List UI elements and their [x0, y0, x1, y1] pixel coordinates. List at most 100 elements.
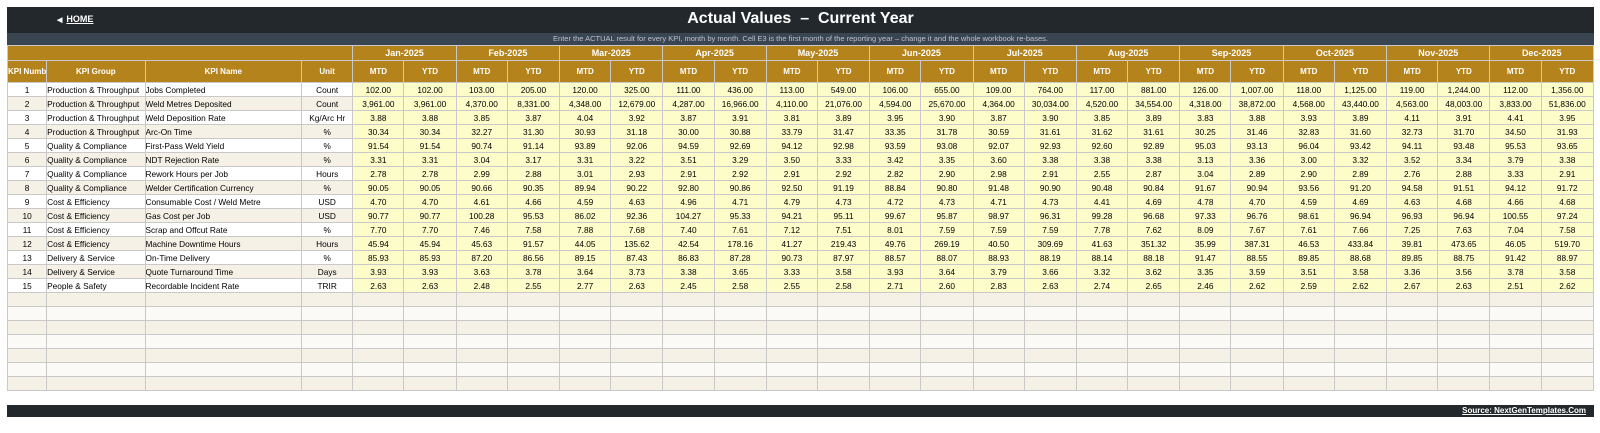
- empty-cell[interactable]: [1179, 362, 1232, 377]
- empty-cell[interactable]: [559, 334, 612, 349]
- empty-cell[interactable]: [1282, 292, 1335, 307]
- empty-cell[interactable]: [1179, 292, 1232, 307]
- mtd-input-cell[interactable]: 96.04: [1282, 138, 1335, 153]
- ytd-value-cell[interactable]: 7.59: [1023, 222, 1077, 237]
- empty-cell[interactable]: [1437, 306, 1491, 321]
- ytd-value-cell[interactable]: 7.70: [403, 222, 457, 237]
- mtd-input-cell[interactable]: 4,287.00: [662, 96, 715, 111]
- mtd-input-cell[interactable]: 32.83: [1282, 124, 1335, 139]
- mtd-input-cell[interactable]: 7.25: [1386, 222, 1439, 237]
- empty-cell[interactable]: [1540, 320, 1595, 335]
- ytd-value-cell[interactable]: 3.58: [1333, 264, 1388, 279]
- empty-cell[interactable]: [1437, 334, 1491, 349]
- mtd-input-cell[interactable]: 3.87: [972, 110, 1025, 125]
- ytd-value-cell[interactable]: 3.31: [403, 152, 457, 167]
- empty-cell[interactable]: [1023, 348, 1077, 363]
- empty-cell[interactable]: [920, 334, 974, 349]
- ytd-value-cell[interactable]: 87.97: [816, 250, 871, 265]
- mtd-input-cell[interactable]: 98.61: [1282, 208, 1335, 223]
- ytd-value-cell[interactable]: 88.19: [1023, 250, 1077, 265]
- empty-cell[interactable]: [403, 320, 457, 335]
- empty-cell[interactable]: [1075, 348, 1129, 363]
- empty-cell[interactable]: [144, 334, 303, 349]
- mtd-input-cell[interactable]: 4,520.00: [1075, 96, 1129, 111]
- mtd-input-cell[interactable]: 32.73: [1386, 124, 1439, 139]
- mtd-input-cell[interactable]: 2.91: [662, 166, 715, 181]
- empty-cell[interactable]: [662, 334, 715, 349]
- mtd-input-cell[interactable]: 3.31: [352, 152, 405, 167]
- ytd-value-cell[interactable]: 433.84: [1333, 236, 1388, 251]
- ytd-value-cell[interactable]: 30,034.00: [1023, 96, 1077, 111]
- ytd-value-cell[interactable]: 2.63: [403, 278, 457, 293]
- empty-cell[interactable]: [1023, 320, 1077, 335]
- empty-cell[interactable]: [1282, 334, 1335, 349]
- empty-cell[interactable]: [1075, 306, 1129, 321]
- empty-cell[interactable]: [6, 292, 48, 307]
- empty-cell[interactable]: [1023, 306, 1077, 321]
- ytd-value-cell[interactable]: 2.87: [1127, 166, 1181, 181]
- ytd-value-cell[interactable]: 31.78: [920, 124, 974, 139]
- mtd-input-cell[interactable]: 3.31: [559, 152, 612, 167]
- ytd-value-cell[interactable]: 3.35: [920, 152, 974, 167]
- empty-cell[interactable]: [6, 362, 48, 377]
- empty-cell[interactable]: [713, 348, 767, 363]
- mtd-input-cell[interactable]: 7.78: [1075, 222, 1129, 237]
- mtd-input-cell[interactable]: 3.01: [559, 166, 612, 181]
- empty-cell[interactable]: [6, 320, 48, 335]
- empty-cell[interactable]: [816, 306, 871, 321]
- ytd-value-cell[interactable]: 269.19: [920, 236, 974, 251]
- empty-cell[interactable]: [1179, 334, 1232, 349]
- empty-cell[interactable]: [301, 348, 354, 363]
- ytd-value-cell[interactable]: 3.65: [713, 264, 767, 279]
- ytd-value-cell[interactable]: 7.61: [713, 222, 767, 237]
- mtd-input-cell[interactable]: 3.38: [662, 264, 715, 279]
- mtd-input-cell[interactable]: 4.96: [662, 194, 715, 209]
- mtd-input-cell[interactable]: 94.21: [765, 208, 818, 223]
- empty-cell[interactable]: [1540, 376, 1595, 391]
- empty-cell[interactable]: [1075, 362, 1129, 377]
- empty-cell[interactable]: [301, 362, 354, 377]
- empty-cell[interactable]: [1127, 334, 1181, 349]
- ytd-value-cell[interactable]: 90.80: [920, 180, 974, 195]
- mtd-input-cell[interactable]: 3.33: [765, 264, 818, 279]
- ytd-value-cell[interactable]: 2.62: [1540, 278, 1595, 293]
- empty-cell[interactable]: [403, 292, 457, 307]
- empty-cell[interactable]: [1489, 320, 1542, 335]
- mtd-input-cell[interactable]: 2.51: [1489, 278, 1542, 293]
- ytd-value-cell[interactable]: 95.11: [816, 208, 871, 223]
- mtd-input-cell[interactable]: 4.41: [1489, 110, 1542, 125]
- empty-cell[interactable]: [765, 362, 818, 377]
- mtd-input-cell[interactable]: 3.81: [765, 110, 818, 125]
- empty-cell[interactable]: [559, 376, 612, 391]
- empty-cell[interactable]: [869, 376, 922, 391]
- mtd-input-cell[interactable]: 3,833.00: [1489, 96, 1542, 111]
- ytd-value-cell[interactable]: 16,966.00: [713, 96, 767, 111]
- empty-cell[interactable]: [713, 376, 767, 391]
- home-link[interactable]: ◀ HOME: [57, 14, 93, 24]
- empty-cell[interactable]: [869, 362, 922, 377]
- ytd-value-cell[interactable]: 87.43: [610, 250, 664, 265]
- ytd-value-cell[interactable]: 2.93: [610, 166, 664, 181]
- ytd-value-cell[interactable]: 91.54: [403, 138, 457, 153]
- ytd-value-cell[interactable]: 178.16: [713, 236, 767, 251]
- empty-cell[interactable]: [765, 376, 818, 391]
- mtd-input-cell[interactable]: 3.93: [352, 264, 405, 279]
- empty-cell[interactable]: [455, 348, 508, 363]
- empty-cell[interactable]: [506, 334, 561, 349]
- empty-cell[interactable]: [1386, 334, 1439, 349]
- ytd-value-cell[interactable]: 1,244.00: [1437, 82, 1491, 97]
- empty-cell[interactable]: [352, 292, 405, 307]
- mtd-input-cell[interactable]: 3.79: [972, 264, 1025, 279]
- empty-cell[interactable]: [610, 320, 664, 335]
- mtd-input-cell[interactable]: 3.35: [1179, 264, 1232, 279]
- ytd-value-cell[interactable]: 92.89: [1127, 138, 1181, 153]
- ytd-value-cell[interactable]: 1,125.00: [1333, 82, 1388, 97]
- ytd-value-cell[interactable]: 4.73: [816, 194, 871, 209]
- mtd-input-cell[interactable]: 30.00: [662, 124, 715, 139]
- mtd-input-cell[interactable]: 46.05: [1489, 236, 1542, 251]
- mtd-input-cell[interactable]: 3.93: [869, 264, 922, 279]
- mtd-input-cell[interactable]: 97.33: [1179, 208, 1232, 223]
- empty-cell[interactable]: [1023, 292, 1077, 307]
- empty-cell[interactable]: [1179, 376, 1232, 391]
- empty-cell[interactable]: [352, 362, 405, 377]
